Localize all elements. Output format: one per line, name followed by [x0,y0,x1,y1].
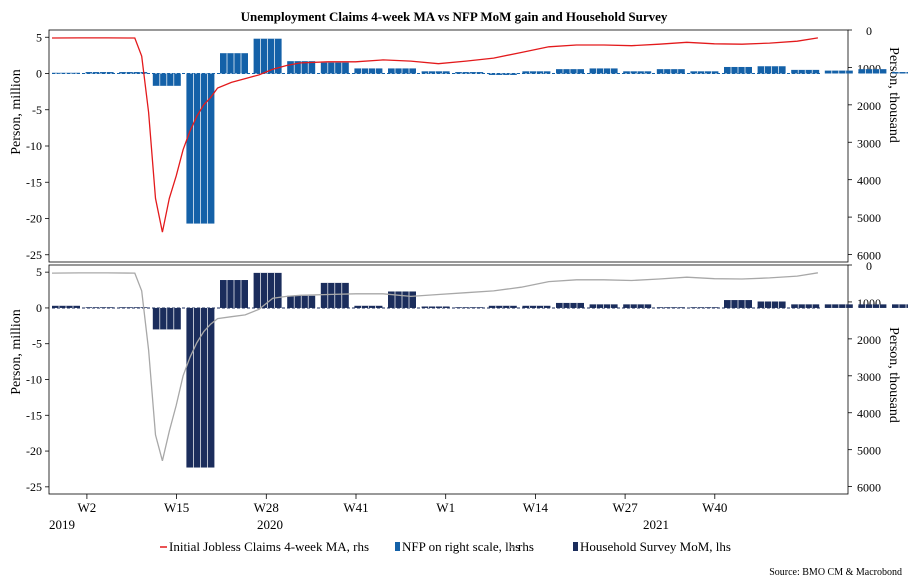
left-tick-label: 5 [36,30,42,44]
left-tick-label: 0 [36,301,42,315]
plot-frame [48,264,849,495]
legend-label: Initial Jobless Claims 4-week MA, rhs [169,539,369,554]
left-axis-label: Person, million [9,69,24,155]
right-tick-label: 2000 [857,99,881,113]
chart-title: Unemployment Claims 4-week MA vs NFP MoM… [241,9,668,24]
right-tick-label: 0 [866,259,872,273]
legend-label: NFP on right scale, lhs [402,539,520,554]
right-tick-label: 4000 [857,407,881,421]
year-label: 2021 [643,517,669,532]
left-tick-label: -25 [26,480,42,494]
right-tick-label: 3000 [857,136,881,150]
right-tick-label: 4000 [857,174,881,188]
left-tick-label: -20 [26,444,42,458]
legend-swatch-bar [395,542,400,551]
x-tick-label: W1 [436,500,455,515]
x-tick-label: W41 [343,500,368,515]
year-label: 2019 [49,517,75,532]
right-axis-label: Person, thousand [886,47,901,143]
left-tick-label: 0 [36,67,42,81]
x-axis: W2 W15 W28 W41 W1 W14 W27 W40 2019 2020 2021 [49,494,727,532]
x-tick-label: W14 [523,500,549,515]
x-tick-label: W2 [78,500,97,515]
left-tick-label: -20 [26,212,42,226]
left-axis-label: Person, million [9,309,24,395]
left-tick-label: -25 [26,248,42,262]
legend-swatch-bar [573,542,578,551]
right-axis-label: Person, thousand [886,327,901,423]
left-tick-label: -10 [26,139,42,153]
left-tick-label: -10 [26,373,42,387]
left-tick-label: 5 [36,265,42,279]
legend-label: rhs [518,539,534,554]
right-tick-label: 2000 [857,333,881,347]
x-tick-label: W15 [164,500,189,515]
x-tick-label: W40 [702,500,727,515]
bar [892,72,908,74]
legend-label: Household Survey MoM, lhs [580,539,731,554]
panel-nfp-claims: 50-5-10-15-20-25010002000300040005000600… [9,24,908,263]
x-tick-label: W27 [612,500,638,515]
right-tick-label: 3000 [857,370,881,384]
left-tick-label: -5 [32,103,42,117]
bar [892,304,908,308]
right-tick-label: 6000 [857,249,881,263]
right-tick-label: 0 [866,24,872,38]
left-tick-label: -5 [32,337,42,351]
left-tick-label: -15 [26,175,42,189]
plot-frame [48,29,849,263]
right-tick-label: 6000 [857,481,881,495]
right-tick-label: 5000 [857,211,881,225]
left-tick-label: -15 [26,408,42,422]
year-label: 2020 [257,517,283,532]
right-tick-label: 5000 [857,444,881,458]
series-line [51,37,819,233]
legend: Initial Jobless Claims 4-week MA, rhs NFP… [160,539,731,554]
x-tick-label: W28 [254,500,279,515]
panel-household-survey: 50-5-10-15-20-25010002000300040005000600… [9,259,908,495]
source-note: Source: BMO CM & Macrobond [769,567,902,578]
series-line [51,272,819,461]
